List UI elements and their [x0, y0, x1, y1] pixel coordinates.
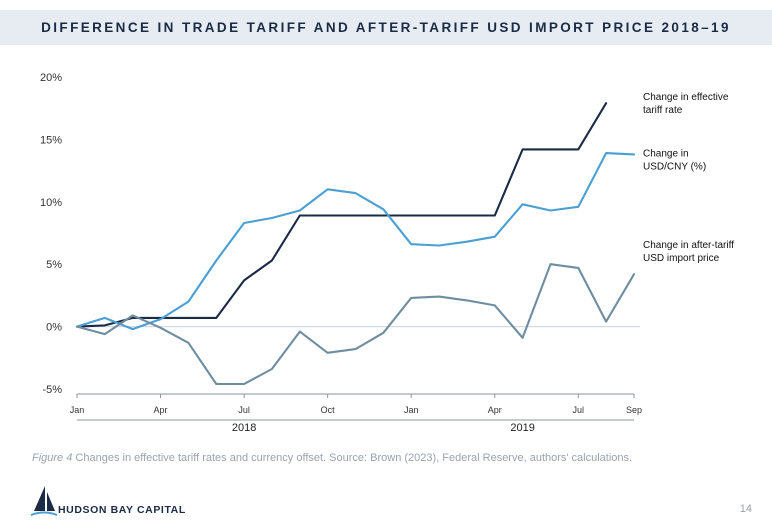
- title-bar: DIFFERENCE IN TRADE TARIFF AND AFTER-TAR…: [0, 10, 772, 45]
- y-tick-label: 10%: [40, 197, 62, 209]
- series-line: [75, 152, 636, 331]
- year-label: 2019: [510, 422, 534, 434]
- series-line: [75, 263, 636, 386]
- x-tick-label: Jan: [404, 405, 419, 415]
- y-tick-label: -5%: [42, 384, 62, 396]
- legend-label: tariff rate: [643, 105, 683, 116]
- x-tick-label: Jul: [238, 405, 250, 415]
- sailboat-logo-icon: [31, 486, 57, 516]
- legend-label: Change in after-tariff: [643, 240, 734, 251]
- legend-label: USD import price: [643, 253, 720, 264]
- x-tick-label: Apr: [154, 405, 168, 415]
- legend-label: Change in: [643, 148, 689, 159]
- page-title: DIFFERENCE IN TRADE TARIFF AND AFTER-TAR…: [41, 20, 731, 35]
- series-line: [75, 102, 608, 328]
- figure-caption: Figure 4 Changes in effective tariff rat…: [32, 452, 632, 464]
- sail-small: [47, 492, 55, 511]
- figure-number: Figure 4: [32, 452, 73, 464]
- x-tick-label: Jul: [573, 405, 585, 415]
- y-tick-label: 15%: [40, 134, 62, 146]
- hull-wave: [31, 511, 57, 516]
- y-tick-label: 20%: [40, 72, 62, 84]
- x-tick-label: Apr: [488, 405, 502, 415]
- x-tick-label: Oct: [321, 405, 336, 415]
- page-number: 14: [739, 503, 752, 515]
- y-tick-label: 5%: [46, 259, 62, 271]
- x-tick-label: Sep: [626, 405, 642, 415]
- sail-main: [34, 486, 45, 511]
- year-label: 2018: [232, 422, 256, 434]
- x-tick-label: Jan: [70, 405, 85, 415]
- caption-text: Changes in effective tariff rates and cu…: [72, 452, 633, 464]
- legend-label: USD/CNY (%): [643, 161, 706, 172]
- y-tick-label: 0%: [46, 322, 62, 334]
- brand-name: HUDSON BAY CAPITAL: [58, 504, 186, 516]
- legend-label: Change in effective: [643, 92, 729, 103]
